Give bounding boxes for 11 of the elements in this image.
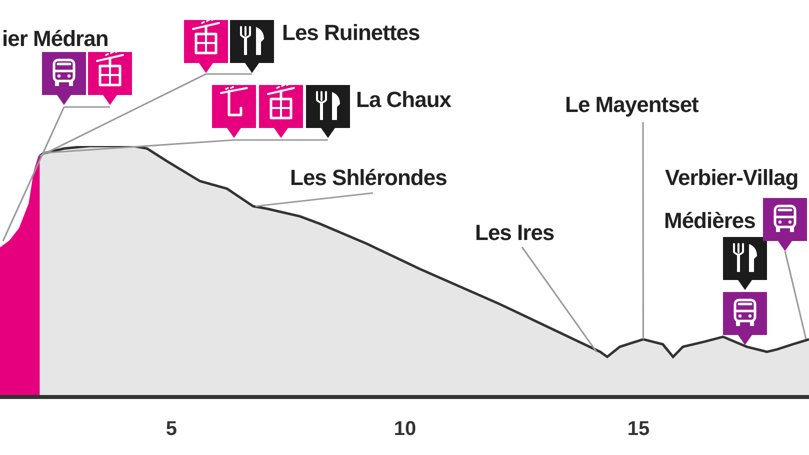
x-tick-label: 5 bbox=[166, 418, 177, 440]
text: Les Ruinettes bbox=[282, 20, 420, 45]
annotation: Médières bbox=[664, 208, 756, 233]
annotation: Les Shlérondes bbox=[290, 165, 448, 190]
text: ier Médran bbox=[2, 26, 108, 51]
annotation: Les Ires bbox=[475, 220, 554, 245]
annotation: Le Mayentset bbox=[565, 92, 700, 117]
x-tick-label: 10 bbox=[394, 418, 416, 440]
x-tick-label: 15 bbox=[627, 418, 650, 440]
annotation: Verbier-Villag bbox=[665, 165, 798, 190]
text: La Chaux bbox=[356, 87, 452, 112]
